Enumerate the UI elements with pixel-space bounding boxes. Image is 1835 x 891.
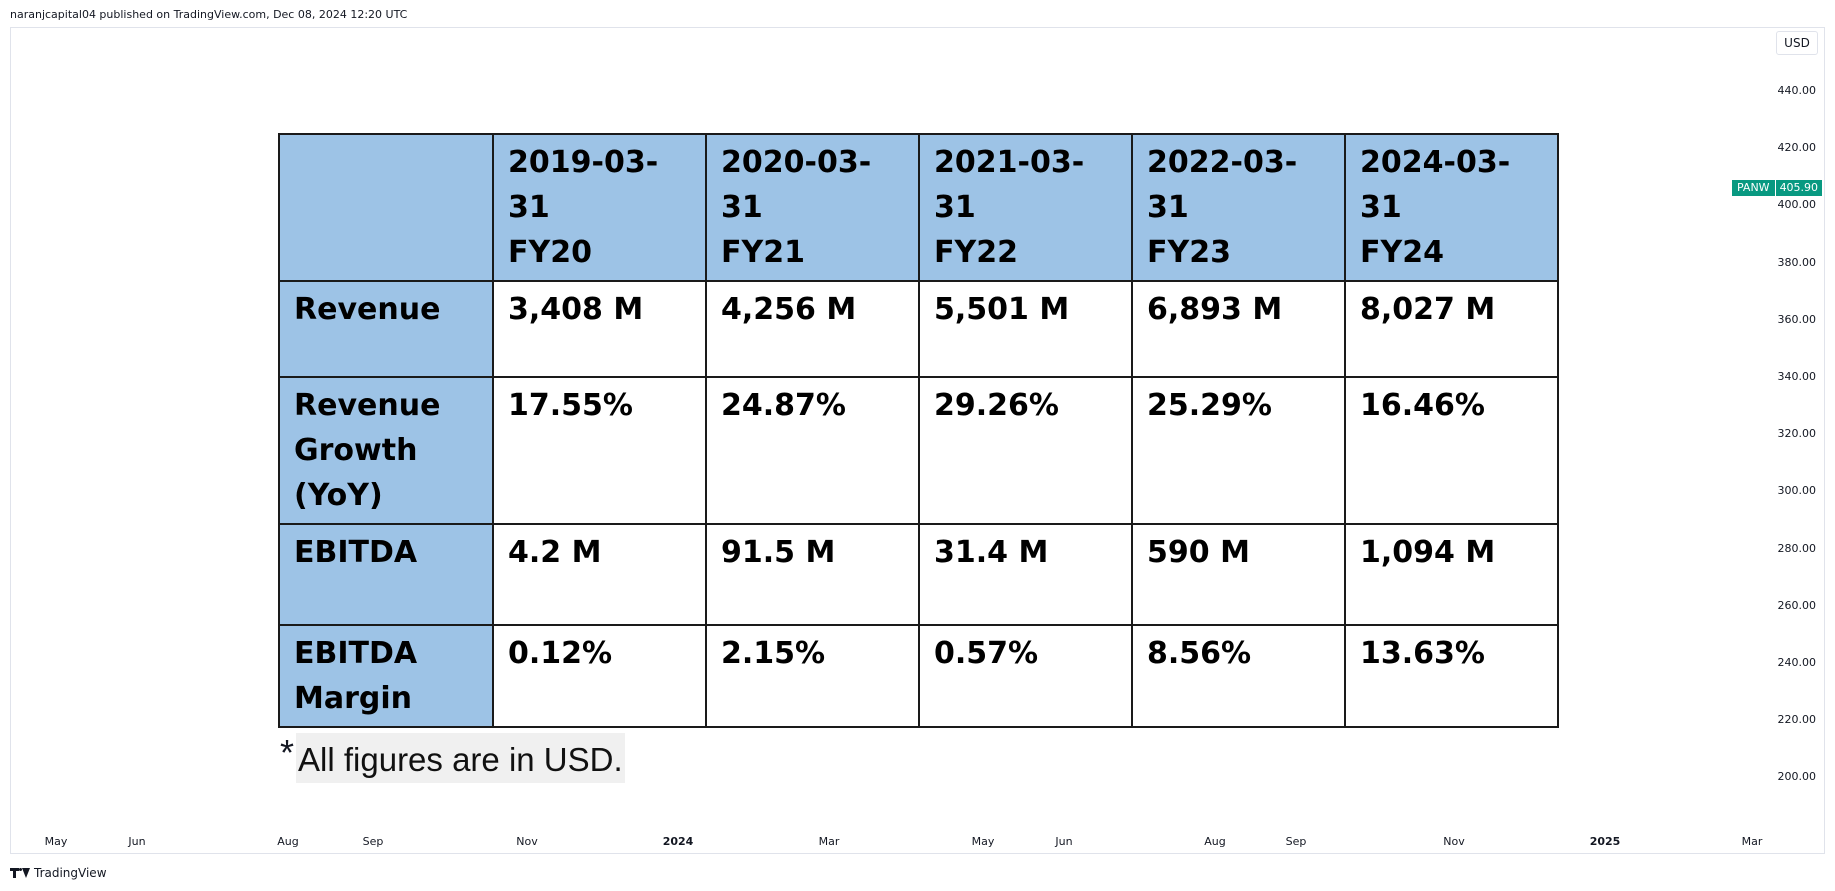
table-cell: 17.55% — [492, 376, 707, 525]
table-cell: 590 M — [1131, 523, 1346, 626]
column-date: 2024-03-31 — [1360, 145, 1511, 225]
footnote-star: * — [280, 732, 295, 773]
table-cell: 8,027 M — [1344, 280, 1559, 378]
currency-button[interactable]: USD — [1776, 31, 1818, 55]
column-fiscal-year: FY23 — [1147, 235, 1231, 270]
table-cell: 3,408 M — [492, 280, 707, 378]
column-fiscal-year: FY24 — [1360, 235, 1444, 270]
table-cell: 2.15% — [705, 624, 920, 728]
last-price-label: PANW 405.90 — [1732, 180, 1823, 196]
row-label: Revenue — [278, 280, 494, 378]
footnote: * All figures are in USD. — [280, 733, 625, 783]
last-price-value: 405.90 — [1775, 180, 1823, 196]
table-cell: 91.5 M — [705, 523, 920, 626]
table-cell: 13.63% — [1344, 624, 1559, 728]
table-cell: 31.4 M — [918, 523, 1133, 626]
table-cell: 4.2 M — [492, 523, 707, 626]
table-corner-cell — [278, 133, 494, 282]
row-label-line: Revenue — [294, 388, 441, 423]
table-row: EBITDA 4.2 M 91.5 M 31.4 M 590 M 1,094 M — [278, 523, 1559, 626]
tradingview-logo[interactable]: TradingView — [10, 866, 107, 880]
column-date: 2022-03-31 — [1147, 145, 1298, 225]
table-cell: 0.12% — [492, 624, 707, 728]
table-cell: 16.46% — [1344, 376, 1559, 525]
table-header-row: 2019-03-31 FY20 2020-03-31 FY21 2021-03-31 FY… — [278, 133, 1559, 282]
publish-attribution: naranjcapital04 published on TradingView… — [10, 8, 408, 21]
column-header: 2019-03-31 FY20 — [492, 133, 707, 282]
column-header: 2020-03-31 FY21 — [705, 133, 920, 282]
table-cell: 25.29% — [1131, 376, 1346, 525]
table-cell: 6,893 M — [1131, 280, 1346, 378]
chart-pane[interactable] — [10, 27, 1825, 854]
table-cell: 24.87% — [705, 376, 920, 525]
table-cell: 29.26% — [918, 376, 1133, 525]
tradingview-logo-icon — [10, 868, 30, 878]
table-cell: 4,256 M — [705, 280, 920, 378]
column-fiscal-year: FY21 — [721, 235, 805, 270]
row-label-line: Growth — [294, 433, 418, 468]
column-header: 2022-03-31 FY23 — [1131, 133, 1346, 282]
column-date: 2019-03-31 — [508, 145, 659, 225]
column-fiscal-year: FY22 — [934, 235, 1018, 270]
footnote-text: All figures are in USD. — [296, 733, 625, 783]
row-label: EBITDA Margin — [278, 624, 494, 728]
financials-table: 2019-03-31 FY20 2020-03-31 FY21 2021-03-31 FY… — [278, 133, 1559, 728]
table-cell: 1,094 M — [1344, 523, 1559, 626]
table-row: Revenue Growth (YoY) 17.55% 24.87% 29.26% 25.2… — [278, 376, 1559, 525]
column-header: 2021-03-31 FY22 — [918, 133, 1133, 282]
row-label: EBITDA — [278, 523, 494, 626]
column-date: 2021-03-31 — [934, 145, 1085, 225]
column-header: 2024-03-31 FY24 — [1344, 133, 1559, 282]
row-label: Revenue Growth (YoY) — [278, 376, 494, 525]
tradingview-brand: TradingView — [34, 866, 107, 880]
table-cell: 5,501 M — [918, 280, 1133, 378]
column-fiscal-year: FY20 — [508, 235, 592, 270]
column-date: 2020-03-31 — [721, 145, 872, 225]
table-cell: 0.57% — [918, 624, 1133, 728]
table-row: EBITDA Margin 0.12% 2.15% 0.57% 8.56% 13.63% — [278, 624, 1559, 728]
row-label-line: EBITDA — [294, 535, 418, 570]
symbol-label: PANW — [1732, 180, 1775, 196]
row-label-line: Margin — [294, 681, 413, 716]
table-row: Revenue 3,408 M 4,256 M 5,501 M 6,893 M 8,027… — [278, 280, 1559, 378]
row-label-line: (YoY) — [294, 478, 383, 513]
row-label-line: EBITDA — [294, 636, 418, 671]
table-cell: 8.56% — [1131, 624, 1346, 728]
row-label-line: Revenue — [294, 292, 441, 327]
